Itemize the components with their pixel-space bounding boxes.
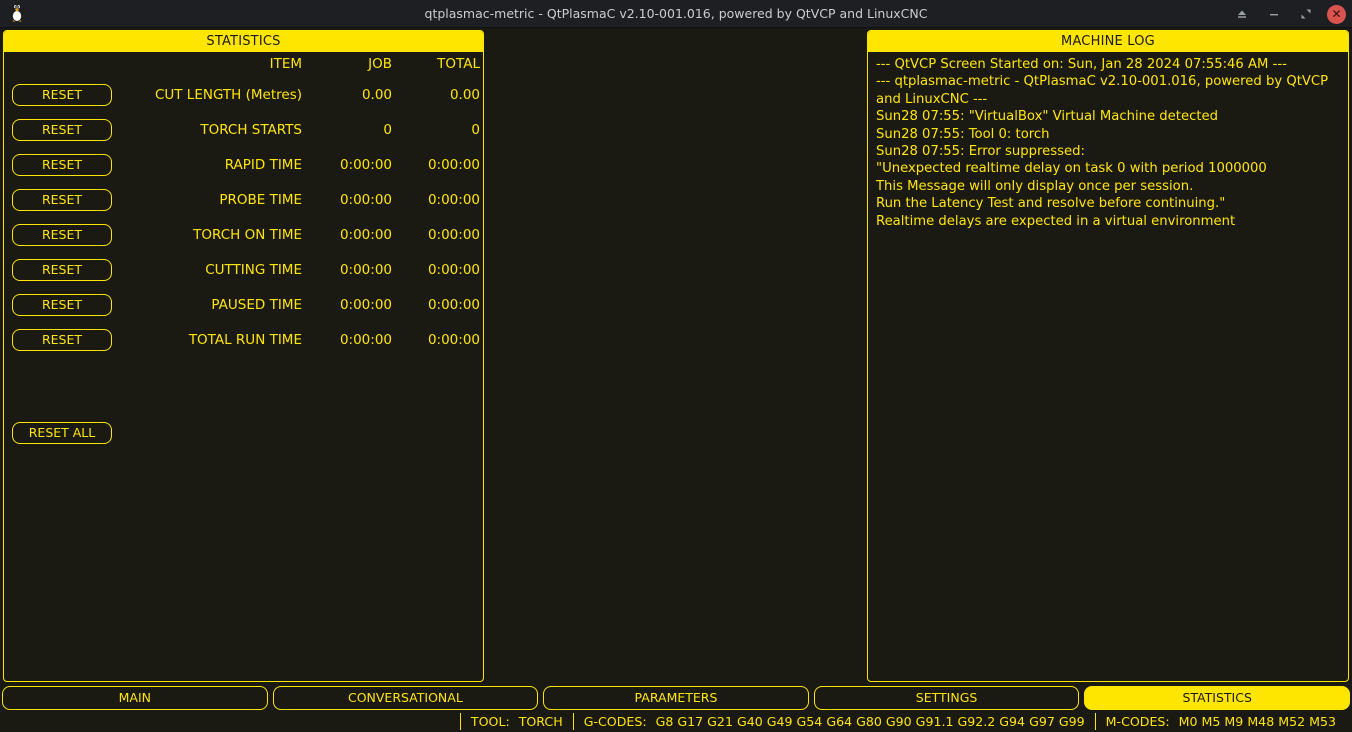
stat-label: PROBE TIME <box>219 192 302 208</box>
table-row: RESET CUT LENGTH (Metres) 0.00 0.00 <box>4 84 483 111</box>
column-header-total: TOTAL <box>437 56 480 72</box>
column-header-job: JOB <box>368 56 392 72</box>
log-line: Sun28 07:55: "VirtualBox" Virtual Machin… <box>876 109 1218 125</box>
stat-total-value: 0:00:00 <box>427 297 480 313</box>
tab-settings[interactable]: SETTINGS <box>813 686 1080 710</box>
stat-total-value: 0:00:00 <box>427 227 480 243</box>
main-tabbar: MAIN CONVERSATIONAL PARAMETERS SETTINGS STAT… <box>2 686 1350 710</box>
reset-button[interactable]: RESET <box>12 224 112 246</box>
tux-penguin-icon <box>6 1 34 27</box>
log-line: --- qtplasmac-metric - QtPlasmaC v2.10-0… <box>876 74 1333 107</box>
table-row: RESET TORCH STARTS 0 0 <box>4 119 483 146</box>
status-gcodes-value: G8 G17 G21 G40 G49 G54 G64 G80 G90 G91.1… <box>655 713 1085 729</box>
stat-job-value: 0.00 <box>361 87 392 103</box>
statistics-table: ITEM JOB TOTAL RESET CUT LENGTH (Metres) 0… <box>4 52 483 681</box>
stat-label: RAPID TIME <box>224 157 302 173</box>
stat-total-value: 0:00:00 <box>427 262 480 278</box>
log-line: This Message will only display once per … <box>876 178 1194 194</box>
stat-total-value: 0 <box>471 122 480 138</box>
reset-button[interactable]: RESET <box>12 119 112 141</box>
status-bar: TOOL: TORCH G-CODES: G8 G17 G21 G40 G49 … <box>0 710 1352 732</box>
log-line: Realtime delays are expected in a virtua… <box>876 213 1236 229</box>
stat-total-value: 0:00:00 <box>427 332 480 348</box>
tab-parameters[interactable]: PARAMETERS <box>543 686 809 710</box>
stat-total-value: 0.00 <box>449 87 480 103</box>
table-row: RESET PROBE TIME 0:00:00 0:00:00 <box>4 189 483 216</box>
stat-job-value: 0:00:00 <box>339 332 392 348</box>
tab-statistics[interactable]: STATISTICS <box>1084 686 1350 710</box>
tab-conversational[interactable]: CONVERSATIONAL <box>272 686 539 710</box>
stat-label: PAUSED TIME <box>211 297 302 313</box>
status-tool-label: TOOL: <box>470 713 510 729</box>
stat-job-value: 0:00:00 <box>339 297 392 313</box>
reset-button[interactable]: RESET <box>12 189 112 211</box>
stat-job-value: 0:00:00 <box>339 227 392 243</box>
log-line: Run the Latency Test and resolve before … <box>876 196 1226 212</box>
table-row: RESET CUTTING TIME 0:00:00 0:00:00 <box>4 259 483 286</box>
stat-job-value: 0 <box>383 122 392 138</box>
stat-label: CUT LENGTH (Metres) <box>154 87 302 103</box>
status-gcodes: G-CODES: G8 G17 G21 G40 G49 G54 G64 G80 … <box>572 712 1095 730</box>
window-controls: ✕ <box>1231 0 1346 28</box>
tab-main[interactable]: MAIN <box>2 686 268 710</box>
eject-icon[interactable] <box>1231 3 1253 25</box>
machine-log-panel-title: MACHINE LOG <box>868 31 1348 52</box>
stat-job-value: 0:00:00 <box>339 157 392 173</box>
reset-button[interactable]: RESET <box>12 294 112 316</box>
status-mcodes-label: M-CODES: <box>1105 713 1170 729</box>
stat-label: TOTAL RUN TIME <box>188 332 302 348</box>
log-line: Sun28 07:55: Tool 0: torch <box>876 126 1050 142</box>
reset-button[interactable]: RESET <box>12 84 112 106</box>
machine-log-content[interactable]: --- QtVCP Screen Started on: Sun, Jan 28… <box>868 52 1348 681</box>
status-gcodes-label: G-CODES: <box>583 713 647 729</box>
column-header-item: ITEM <box>269 56 302 72</box>
log-line: --- QtVCP Screen Started on: Sun, Jan 28… <box>876 57 1287 72</box>
stat-total-value: 0:00:00 <box>427 157 480 173</box>
status-mcodes-value: M0 M5 M9 M48 M52 M53 <box>1178 713 1336 729</box>
stat-total-value: 0:00:00 <box>427 192 480 208</box>
statistics-panel-title: STATISTICS <box>4 31 483 52</box>
statistics-table-header: ITEM JOB TOTAL <box>4 56 483 78</box>
stat-label: CUTTING TIME <box>205 262 302 278</box>
status-tool-value: TORCH <box>518 713 563 729</box>
table-row: RESET TORCH ON TIME 0:00:00 0:00:00 <box>4 224 483 251</box>
reset-all-button[interactable]: RESET ALL <box>12 422 112 444</box>
table-row: RESET TOTAL RUN TIME 0:00:00 0:00:00 <box>4 329 483 356</box>
stat-job-value: 0:00:00 <box>339 262 392 278</box>
statistics-panel: STATISTICS ITEM JOB TOTAL RESET CUT LENGT… <box>3 30 484 682</box>
reset-button[interactable]: RESET <box>12 329 112 351</box>
log-line: "Unexpected realtime delay on task 0 wit… <box>876 161 1267 177</box>
reset-button[interactable]: RESET <box>12 259 112 281</box>
status-mcodes: M-CODES: M0 M5 M9 M48 M52 M53 <box>1094 712 1346 730</box>
stat-label: TORCH STARTS <box>200 122 302 138</box>
table-row: RESET PAUSED TIME 0:00:00 0:00:00 <box>4 294 483 321</box>
table-row: RESET RAPID TIME 0:00:00 0:00:00 <box>4 154 483 181</box>
log-line: Sun28 07:55: Error suppressed: <box>876 144 1085 160</box>
window-title: qtplasmac-metric - QtPlasmaC v2.10-001.0… <box>424 6 928 21</box>
window-titlebar: qtplasmac-metric - QtPlasmaC v2.10-001.0… <box>0 0 1352 28</box>
reset-button[interactable]: RESET <box>12 154 112 176</box>
minimize-icon[interactable] <box>1263 3 1285 25</box>
stat-label: TORCH ON TIME <box>193 227 302 243</box>
status-tool: TOOL: TORCH <box>459 712 573 730</box>
stat-job-value: 0:00:00 <box>339 192 392 208</box>
machine-log-panel: MACHINE LOG --- QtVCP Screen Started on:… <box>867 30 1349 682</box>
close-button[interactable]: ✕ <box>1327 4 1346 24</box>
maximize-icon[interactable] <box>1295 3 1317 25</box>
